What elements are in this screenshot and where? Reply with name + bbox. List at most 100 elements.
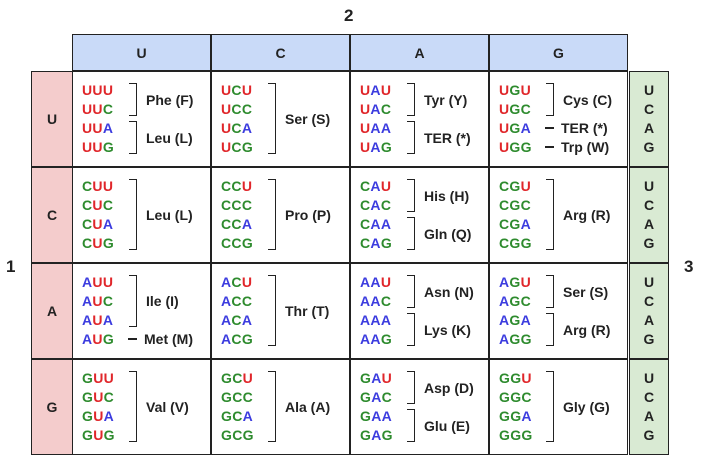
codon-cuc: CUC <box>82 197 113 213</box>
codon-guc: GUC <box>82 389 114 405</box>
nucleotide: U <box>92 139 103 155</box>
third-position-letter-g: G <box>643 235 655 251</box>
nucleotide: A <box>520 216 532 232</box>
nucleotide: U <box>520 82 532 98</box>
nucleotide: U <box>92 331 103 347</box>
third-position-letter-g: G <box>643 139 655 155</box>
bracket <box>129 179 137 250</box>
nucleotide: U <box>241 178 253 194</box>
codon-guu: GUU <box>82 370 114 386</box>
nucleotide: A <box>370 82 381 98</box>
nucleotide: U <box>92 197 103 213</box>
codon-ccc: CCC <box>221 197 252 213</box>
amino-acid-label: Leu (L) <box>146 129 193 146</box>
nucleotide: U <box>82 101 93 117</box>
nucleotide: G <box>380 235 393 251</box>
nucleotide: U <box>360 101 371 117</box>
nucleotide: U <box>520 274 532 290</box>
nucleotide: G <box>521 427 533 443</box>
nucleotide: U <box>360 139 371 155</box>
codon-agg: AGG <box>499 331 532 347</box>
nucleotide: C <box>242 389 254 405</box>
nucleotide: C <box>82 178 93 194</box>
bracket <box>407 275 415 308</box>
codon-ccu: CCU <box>221 178 252 194</box>
dash-connector <box>545 127 554 129</box>
third-position-letter-a: A <box>643 120 655 136</box>
nucleotide: A <box>371 427 382 443</box>
codon-ccg: CCG <box>221 235 253 251</box>
codon-gga: GGA <box>499 408 532 424</box>
codon-cell-cu: CUU CUC CUA CUG Leu (L) <box>72 167 211 263</box>
nucleotide: C <box>360 216 371 232</box>
nucleotide: C <box>232 427 243 443</box>
nucleotide: C <box>231 139 242 155</box>
nucleotide: G <box>82 408 94 424</box>
nucleotide: G <box>510 408 522 424</box>
nucleotide: C <box>82 235 93 251</box>
nucleotide: U <box>242 370 254 386</box>
codon-ucg: UCG <box>221 139 253 155</box>
nucleotide: A <box>370 331 381 347</box>
nucleotide: C <box>241 293 253 309</box>
dash-connector <box>128 338 137 340</box>
codon-cua: CUA <box>82 216 113 232</box>
nucleotide: G <box>509 101 521 117</box>
nucleotide: C <box>221 178 232 194</box>
codon-ugc: UGC <box>499 101 531 117</box>
nucleotide: A <box>370 120 381 136</box>
nucleotide: U <box>93 427 104 443</box>
nucleotide: U <box>92 216 103 232</box>
nucleotide: A <box>370 197 381 213</box>
codon-cau: CAU <box>360 178 391 194</box>
nucleotide: A <box>520 312 532 328</box>
codon-cga: CGA <box>499 216 531 232</box>
codon-cell-gg: GGU GGC GGA GGG Gly (G) <box>489 359 628 455</box>
bracket <box>407 121 415 154</box>
amino-acid-label: Met (M) <box>144 331 193 347</box>
nucleotide: G <box>82 370 94 386</box>
nucleotide: G <box>380 139 393 155</box>
third-position-letter-u: U <box>643 274 655 290</box>
amino-acid-label: Asp (D) <box>424 379 474 396</box>
nucleotide: C <box>82 216 93 232</box>
nucleotide: U <box>103 370 115 386</box>
amino-acid-label: Pro (P) <box>285 206 331 223</box>
codon-uga: UGA <box>499 120 531 136</box>
first-position-header-c: C <box>31 167 73 263</box>
codon-aug: AUG <box>82 331 114 347</box>
codon-cell-ca: CAU CAC CAA CAG His (H) Gln (Q) <box>350 167 489 263</box>
codon-cell-cg: CGU CGC CGA CGG Arg (R) <box>489 167 628 263</box>
codon-gcg: GCG <box>221 427 254 443</box>
bracket <box>268 83 276 154</box>
nucleotide: G <box>103 427 115 443</box>
nucleotide: G <box>82 389 94 405</box>
first-position-axis-label: 1 <box>6 257 16 276</box>
nucleotide: C <box>231 235 242 251</box>
nucleotide: G <box>509 235 521 251</box>
nucleotide: U <box>92 274 103 290</box>
codon-caa: CAA <box>360 216 391 232</box>
nucleotide: C <box>231 216 242 232</box>
third-position-letter-u: U <box>643 370 655 386</box>
nucleotide: G <box>360 389 372 405</box>
nucleotide: C <box>221 197 232 213</box>
nucleotide: G <box>241 235 254 251</box>
nucleotide: U <box>92 178 103 194</box>
bracket <box>407 217 415 250</box>
nucleotide: C <box>231 120 242 136</box>
bracket <box>407 179 415 212</box>
nucleotide: U <box>499 82 510 98</box>
nucleotide: G <box>499 389 511 405</box>
nucleotide: A <box>221 331 232 347</box>
amino-acid-label: Ser (S) <box>285 110 331 127</box>
bracket <box>407 371 415 404</box>
nucleotide: A <box>82 312 93 328</box>
third-position-letter-u: U <box>643 178 655 194</box>
nucleotide: C <box>221 235 232 251</box>
nucleotide: G <box>520 139 532 155</box>
codon-uca: UCA <box>221 120 252 136</box>
codon-cell-aa: AAU AAC AAA AAG Asn (N) Lys (K) <box>350 263 489 359</box>
codon-uug: UUG <box>82 139 114 155</box>
codon-uua: UUA <box>82 120 113 136</box>
